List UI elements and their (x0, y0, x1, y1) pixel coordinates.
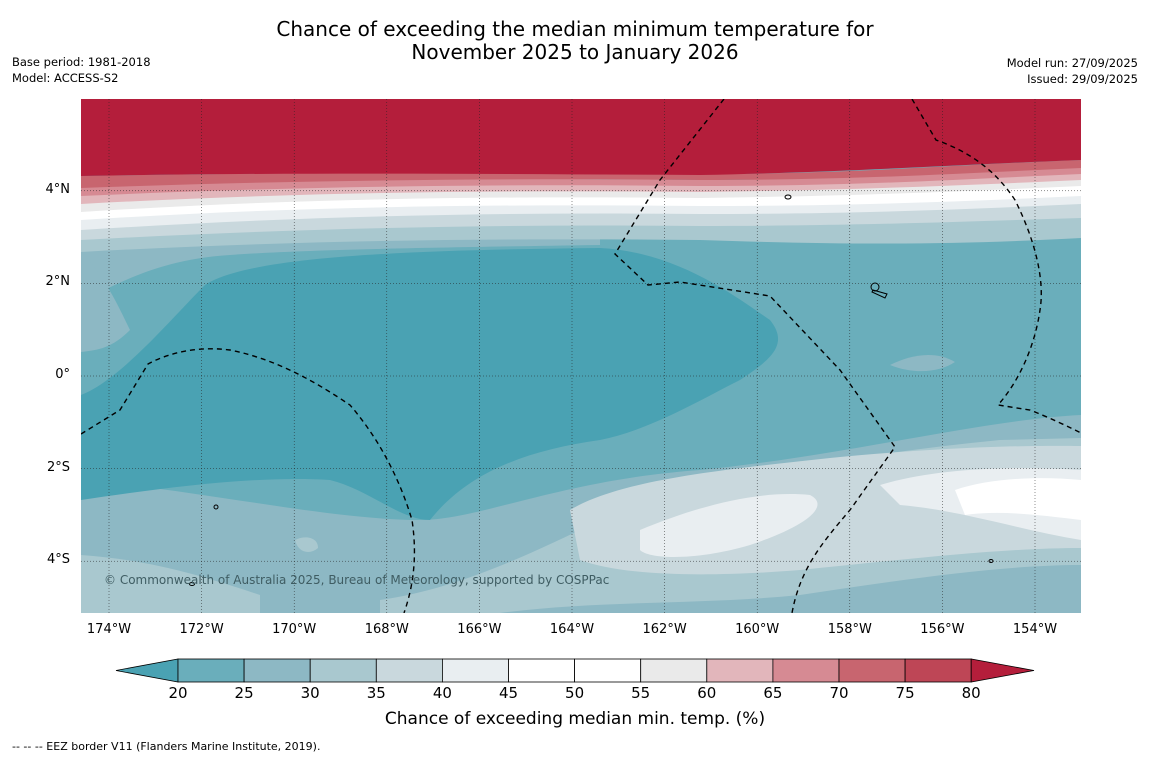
colorbar-tick-label: 70 (829, 684, 849, 702)
field-n-65 (81, 170, 1081, 204)
lat-label: 2°S (46, 459, 70, 475)
colorbar-tick-label: 35 (366, 684, 386, 702)
lat-label: 4°S (46, 552, 70, 568)
field-n-70 (81, 164, 1081, 196)
lon-label: 164°W (549, 622, 595, 637)
field-patch-w (295, 537, 318, 552)
lon-label: 170°W (272, 622, 317, 637)
islands (189, 194, 994, 586)
lon-label: 166°W (457, 622, 502, 637)
colorbar-tick-label: 40 (432, 684, 452, 702)
lon-label: 174°W (86, 622, 132, 637)
colorbar-tick-label: 80 (961, 684, 981, 702)
lon-label: 154°W (1012, 622, 1058, 637)
field-wrap-25 (81, 232, 600, 300)
title-line-2: November 2025 to January 2026 (411, 40, 739, 64)
field-n-80 (81, 99, 1081, 176)
field-patch-e (890, 354, 955, 372)
colorbar-title: Chance of exceeding median min. temp. (%… (384, 709, 766, 729)
colorbar-bin-11 (838, 658, 906, 683)
colorbar-tick-label: 50 (565, 684, 585, 702)
lon-label: 172°W (179, 622, 224, 637)
field-n-50 (81, 182, 1081, 220)
eez-border-west (81, 348, 416, 613)
colorbar-bin-4 (375, 658, 443, 683)
colorbar-extend-low (115, 658, 179, 683)
model-run: Model run: 27/09/2025 (1006, 56, 1138, 70)
colorbar-bin-9 (706, 658, 774, 683)
island-1 (784, 194, 792, 200)
colorbar-bin-7 (574, 658, 642, 683)
colorbar-bin-3 (309, 658, 377, 683)
lon-label: 160°W (735, 622, 780, 637)
lat-label: 4°N (45, 181, 71, 197)
colorbar-tick-label: 20 (168, 684, 188, 702)
copyright-notice: © Commonwealth of Australia 2025, Bureau… (104, 573, 609, 587)
colorbar-bin-5 (441, 658, 509, 683)
lat-label: 0° (55, 367, 70, 382)
colorbar-tick-label: 55 (631, 684, 651, 702)
chart-title: Chance of exceeding the median minimum t… (0, 18, 1150, 64)
colorbar-bin-6 (508, 658, 575, 683)
colorbar-tick-label: 75 (895, 684, 915, 702)
colorbar-bin-1 (177, 658, 245, 683)
map-field (81, 99, 1081, 613)
lon-label: 156°W (920, 622, 965, 637)
colorbar-tick-label: 65 (763, 684, 783, 702)
colorbar-bin-2 (243, 658, 311, 683)
lon-label: 158°W (827, 622, 872, 637)
island-3 (871, 289, 888, 299)
lat-label: 2°N (45, 274, 71, 290)
island-4 (213, 504, 219, 510)
base-period: Base period: 1981-2018 (12, 55, 151, 69)
field-s-45 (640, 494, 818, 557)
field-n-60 (81, 176, 1081, 212)
lon-label: 162°W (642, 622, 687, 637)
eez-footnote: -- -- -- EEZ border V11 (Flanders Marine… (12, 740, 321, 753)
lon-label: 168°W (364, 622, 409, 637)
meta-left: Base period: 1981-2018 Model: ACCESS-S2 (12, 54, 151, 86)
colorbar-tick-label: 45 (498, 684, 519, 702)
eez-border-central (614, 99, 896, 613)
field-w-30 (81, 250, 130, 352)
island-5 (189, 582, 195, 586)
colorbar-tick-label: 30 (300, 684, 320, 702)
colorbar-bin-10 (772, 658, 840, 683)
colorbar-tick-label: 60 (697, 684, 717, 702)
meta-right: Model run: 27/09/2025 Issued: 29/09/2025 (1007, 55, 1138, 87)
colorbar-tick-label: 25 (234, 684, 254, 702)
colorbar-bin-8 (640, 658, 708, 683)
colorbar (115, 658, 1035, 683)
field-core-20 (81, 248, 779, 520)
field-n-30 (81, 215, 1081, 252)
island-6 (988, 559, 994, 563)
field-sw-35 (81, 555, 260, 613)
model-name: Model: ACCESS-S2 (12, 71, 119, 85)
field-se-50 (955, 478, 1081, 520)
title-line-1: Chance of exceeding the median minimum t… (276, 17, 874, 41)
eez-borders (81, 99, 1081, 613)
colorbar-bin-12 (904, 658, 972, 683)
issued-date: Issued: 29/09/2025 (1027, 72, 1138, 86)
colorbar-extend-high (970, 658, 1035, 683)
field-n-40 (81, 200, 1081, 240)
field-n-45 (81, 190, 1081, 230)
